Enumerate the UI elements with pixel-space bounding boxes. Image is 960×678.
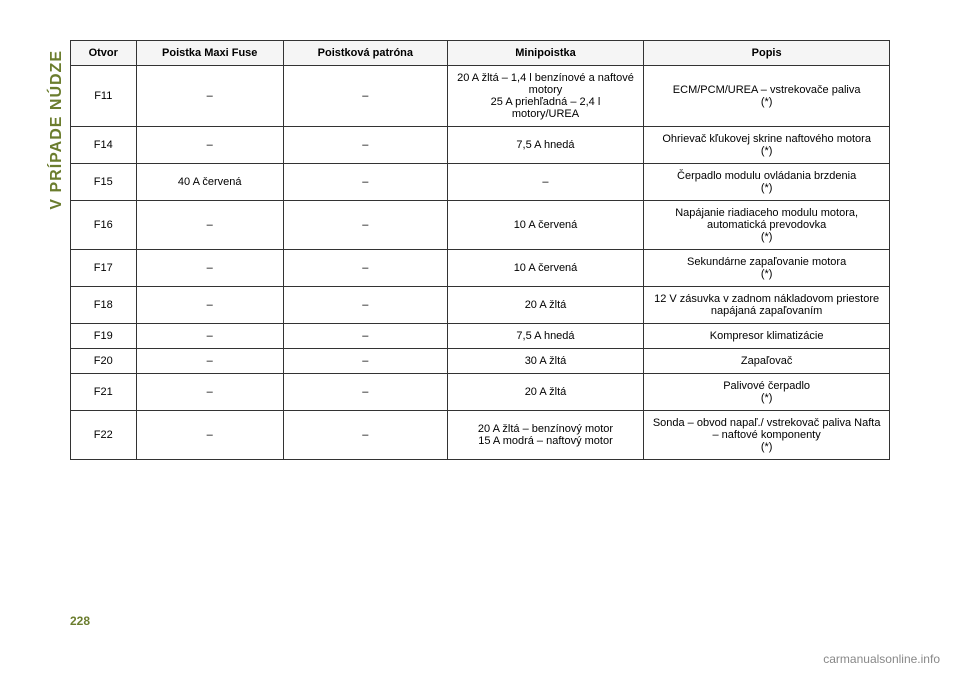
cell-popis: Kompresor klimatizácie bbox=[644, 324, 890, 349]
cell-mini: 20 A žltá – 1,4 l benzínové a naftové mo… bbox=[447, 66, 644, 127]
table-row: F20––30 A žltáZapaľovač bbox=[71, 349, 890, 374]
fuse-table-header-row: Otvor Poistka Maxi Fuse Poistková patrón… bbox=[71, 41, 890, 66]
cell-car: – bbox=[283, 127, 447, 164]
cell-maxi: – bbox=[136, 201, 283, 250]
col-header-mini: Minipoistka bbox=[447, 41, 644, 66]
content-frame: Otvor Poistka Maxi Fuse Poistková patrón… bbox=[70, 40, 890, 608]
table-row: F16––10 A červenáNapájanie riadiaceho mo… bbox=[71, 201, 890, 250]
cell-mini: 20 A žltá bbox=[447, 374, 644, 411]
cell-mini: 30 A žltá bbox=[447, 349, 644, 374]
cell-mini: 20 A žltá – benzínový motor15 A modrá – … bbox=[447, 411, 644, 460]
table-row: F1540 A červená––Čerpadlo modulu ovládan… bbox=[71, 164, 890, 201]
cell-otvor: F17 bbox=[71, 250, 137, 287]
cell-maxi: – bbox=[136, 374, 283, 411]
side-section-label-text: V PRÍPADE NÚDZE bbox=[48, 50, 65, 210]
col-header-otvor: Otvor bbox=[71, 41, 137, 66]
fuse-table-body: F11––20 A žltá – 1,4 l benzínové a nafto… bbox=[71, 66, 890, 460]
col-header-popis: Popis bbox=[644, 41, 890, 66]
cell-car: – bbox=[283, 287, 447, 324]
table-row: F18––20 A žltá12 V zásuvka v zadnom nákl… bbox=[71, 287, 890, 324]
cell-maxi: – bbox=[136, 324, 283, 349]
col-header-car: Poistková patróna bbox=[283, 41, 447, 66]
table-row: F11––20 A žltá – 1,4 l benzínové a nafto… bbox=[71, 66, 890, 127]
cell-mini: 10 A červená bbox=[447, 201, 644, 250]
cell-maxi: – bbox=[136, 66, 283, 127]
table-row: F17––10 A červenáSekundárne zapaľovanie … bbox=[71, 250, 890, 287]
side-section-label: V PRÍPADE NÚDZE bbox=[48, 50, 66, 210]
cell-car: – bbox=[283, 349, 447, 374]
cell-maxi: – bbox=[136, 287, 283, 324]
page-number-text: 228 bbox=[70, 614, 90, 628]
cell-mini: 7,5 A hnedá bbox=[447, 127, 644, 164]
cell-popis: Čerpadlo modulu ovládania brzdenia(*) bbox=[644, 164, 890, 201]
cell-otvor: F15 bbox=[71, 164, 137, 201]
table-row: F14––7,5 A hnedáOhrievač kľukovej skrine… bbox=[71, 127, 890, 164]
col-header-maxi: Poistka Maxi Fuse bbox=[136, 41, 283, 66]
cell-mini: 10 A červená bbox=[447, 250, 644, 287]
cell-mini: 20 A žltá bbox=[447, 287, 644, 324]
cell-popis: Napájanie riadiaceho modulu motora, auto… bbox=[644, 201, 890, 250]
fuse-table-head: Otvor Poistka Maxi Fuse Poistková patrón… bbox=[71, 41, 890, 66]
cell-car: – bbox=[283, 411, 447, 460]
cell-maxi: – bbox=[136, 349, 283, 374]
cell-popis: ECM/PCM/UREA – vstrekovače paliva(*) bbox=[644, 66, 890, 127]
cell-otvor: F18 bbox=[71, 287, 137, 324]
cell-car: – bbox=[283, 324, 447, 349]
cell-popis: Palivové čerpadlo(*) bbox=[644, 374, 890, 411]
cell-car: – bbox=[283, 164, 447, 201]
table-row: F22––20 A žltá – benzínový motor15 A mod… bbox=[71, 411, 890, 460]
cell-otvor: F22 bbox=[71, 411, 137, 460]
table-row: F19––7,5 A hnedáKompresor klimatizácie bbox=[71, 324, 890, 349]
cell-popis: Sekundárne zapaľovanie motora(*) bbox=[644, 250, 890, 287]
table-row: F21––20 A žltáPalivové čerpadlo(*) bbox=[71, 374, 890, 411]
cell-car: – bbox=[283, 66, 447, 127]
cell-maxi: – bbox=[136, 127, 283, 164]
cell-car: – bbox=[283, 374, 447, 411]
cell-car: – bbox=[283, 201, 447, 250]
page-number: 228 bbox=[70, 614, 90, 628]
cell-maxi: – bbox=[136, 411, 283, 460]
cell-mini: – bbox=[447, 164, 644, 201]
cell-popis: Sonda – obvod napaľ./ vstrekovač paliva … bbox=[644, 411, 890, 460]
cell-maxi: – bbox=[136, 250, 283, 287]
footer-link: carmanualsonline.info bbox=[823, 652, 940, 666]
cell-maxi: 40 A červená bbox=[136, 164, 283, 201]
cell-popis: Zapaľovač bbox=[644, 349, 890, 374]
cell-otvor: F19 bbox=[71, 324, 137, 349]
fuse-table: Otvor Poistka Maxi Fuse Poistková patrón… bbox=[70, 40, 890, 460]
cell-otvor: F16 bbox=[71, 201, 137, 250]
cell-popis: Ohrievač kľukovej skrine naftového motor… bbox=[644, 127, 890, 164]
footer-link-text: carmanualsonline.info bbox=[823, 652, 940, 666]
cell-mini: 7,5 A hnedá bbox=[447, 324, 644, 349]
cell-popis: 12 V zásuvka v zadnom nákladovom priesto… bbox=[644, 287, 890, 324]
cell-otvor: F21 bbox=[71, 374, 137, 411]
cell-otvor: F11 bbox=[71, 66, 137, 127]
cell-car: – bbox=[283, 250, 447, 287]
cell-otvor: F14 bbox=[71, 127, 137, 164]
cell-otvor: F20 bbox=[71, 349, 137, 374]
